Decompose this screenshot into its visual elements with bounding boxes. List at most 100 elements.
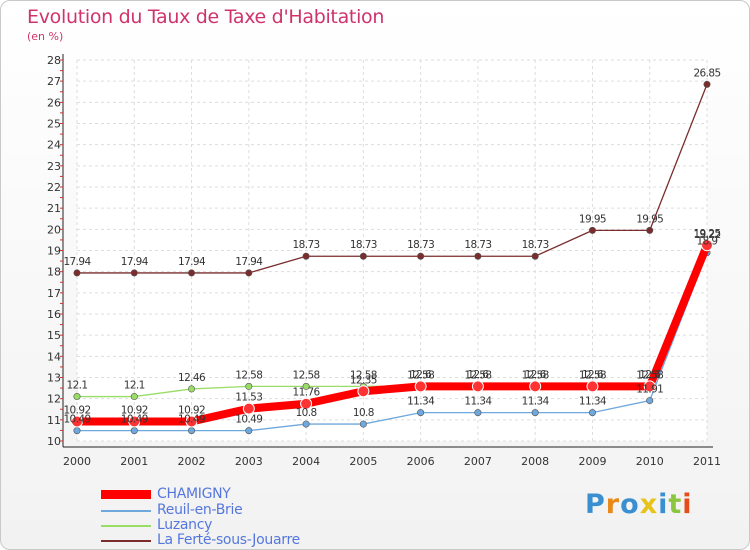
data-label: 10.8 (353, 407, 374, 419)
data-label: 11.34 (522, 396, 550, 408)
data-point (73, 393, 81, 401)
data-label: 10.8 (296, 407, 317, 419)
data-point (646, 226, 654, 234)
data-label: 17.94 (178, 256, 206, 268)
data-point (73, 269, 81, 277)
legend-swatch (101, 510, 151, 512)
legend-label: CHAMIGNY (157, 486, 231, 502)
logo-letter: o (620, 489, 640, 520)
data-label: 26.85 (693, 67, 720, 79)
x-tick-label: 2010 (636, 455, 664, 468)
x-tick-label: 2000 (63, 455, 91, 468)
y-tick-label: 28 (47, 54, 61, 67)
y-tick-label: 25 (47, 118, 61, 131)
data-label: 17.94 (235, 256, 263, 268)
y-tick-label: 27 (47, 75, 61, 88)
data-label: 11.34 (464, 396, 492, 408)
data-point (359, 252, 367, 260)
x-tick-label: 2002 (178, 455, 206, 468)
data-point (188, 427, 196, 435)
data-label: 11.34 (579, 396, 607, 408)
y-tick-label: 26 (47, 96, 61, 109)
data-point (130, 427, 138, 435)
data-point (185, 415, 198, 428)
data-point (245, 269, 253, 277)
legend-label: La Ferté-sous-Jouarre (157, 532, 300, 548)
data-point (586, 380, 599, 393)
y-tick-label: 13 (47, 372, 61, 385)
data-point (531, 409, 539, 417)
data-label: 12.46 (178, 372, 206, 384)
data-label: 18.73 (464, 239, 491, 251)
data-point (701, 239, 713, 252)
legend-swatch (101, 540, 151, 542)
data-point (646, 397, 654, 405)
data-label: 12.58 (579, 369, 606, 381)
x-tick-label: 2009 (578, 455, 606, 468)
logo-letter: i (682, 489, 693, 520)
y-tick-label: 21 (47, 202, 61, 215)
data-label: 10.49 (63, 414, 90, 426)
data-point (357, 385, 370, 398)
data-point (242, 402, 255, 415)
data-point (588, 409, 596, 417)
y-tick-label: 11 (47, 414, 61, 427)
data-label: 17.94 (121, 256, 149, 268)
data-point (302, 252, 310, 260)
data-point (302, 420, 310, 428)
data-label: 18.9 (697, 236, 718, 248)
y-tick-label: 24 (47, 139, 61, 152)
data-label: 12.6 (525, 369, 547, 381)
series-line-reuil-en-brie (77, 252, 708, 432)
data-label: 11.76 (293, 387, 321, 399)
data-label: 11.53 (235, 392, 262, 404)
data-label: 11.34 (407, 396, 435, 408)
logo-letter: i (658, 489, 669, 520)
legend-swatch (101, 525, 151, 527)
series-line-chamigny (77, 243, 711, 426)
data-label: 12.6 (410, 369, 432, 381)
logo-letter: r (605, 489, 621, 520)
data-point (130, 269, 138, 277)
axis-layer: 10 11 12 13 14 15 16 17 18 19 20 21 22 23 24 25 26 27 28 20… (47, 54, 721, 468)
data-point (302, 382, 310, 390)
legend-swatch (101, 490, 151, 499)
data-label: 19.22 (693, 229, 720, 241)
data-point (529, 380, 542, 393)
series-layer (71, 80, 713, 435)
y-tick-label: 19 (47, 245, 61, 258)
data-label: 19.95 (636, 213, 663, 225)
data-label: 18.73 (407, 239, 434, 251)
y-tick-label: 10 (47, 435, 61, 448)
data-point (300, 397, 313, 410)
data-label: 10.92 (178, 405, 205, 417)
data-point (73, 427, 81, 435)
grid-layer (76, 59, 708, 442)
data-label: 18.73 (522, 239, 549, 251)
data-label: 12.6 (639, 369, 661, 381)
data-point (474, 252, 482, 260)
data-point (531, 252, 539, 260)
x-tick-label: 2008 (521, 455, 549, 468)
logo-letter: t (668, 489, 683, 520)
x-tick-label: 2003 (235, 455, 263, 468)
data-label: 12.1 (124, 380, 145, 392)
data-label: 10.49 (178, 414, 205, 426)
data-label: 12.6 (467, 369, 489, 381)
y-tick-label: 16 (47, 308, 61, 321)
series-line-la-fert-sous-jouarre (77, 84, 708, 274)
data-label: 19.25 (693, 228, 720, 240)
data-point (71, 415, 83, 428)
chart-subtitle: (en %) (27, 30, 64, 43)
data-label: 12.6 (582, 369, 604, 381)
data-point (188, 269, 196, 277)
data-point (130, 393, 138, 401)
chart-title: Evolution du Taux de Taxe d'Habitation (27, 6, 385, 28)
data-label: 12.58 (522, 369, 549, 381)
logo-letter: x (639, 489, 659, 520)
data-label: 12.58 (293, 369, 320, 381)
legend-label: Luzancy (157, 517, 213, 533)
